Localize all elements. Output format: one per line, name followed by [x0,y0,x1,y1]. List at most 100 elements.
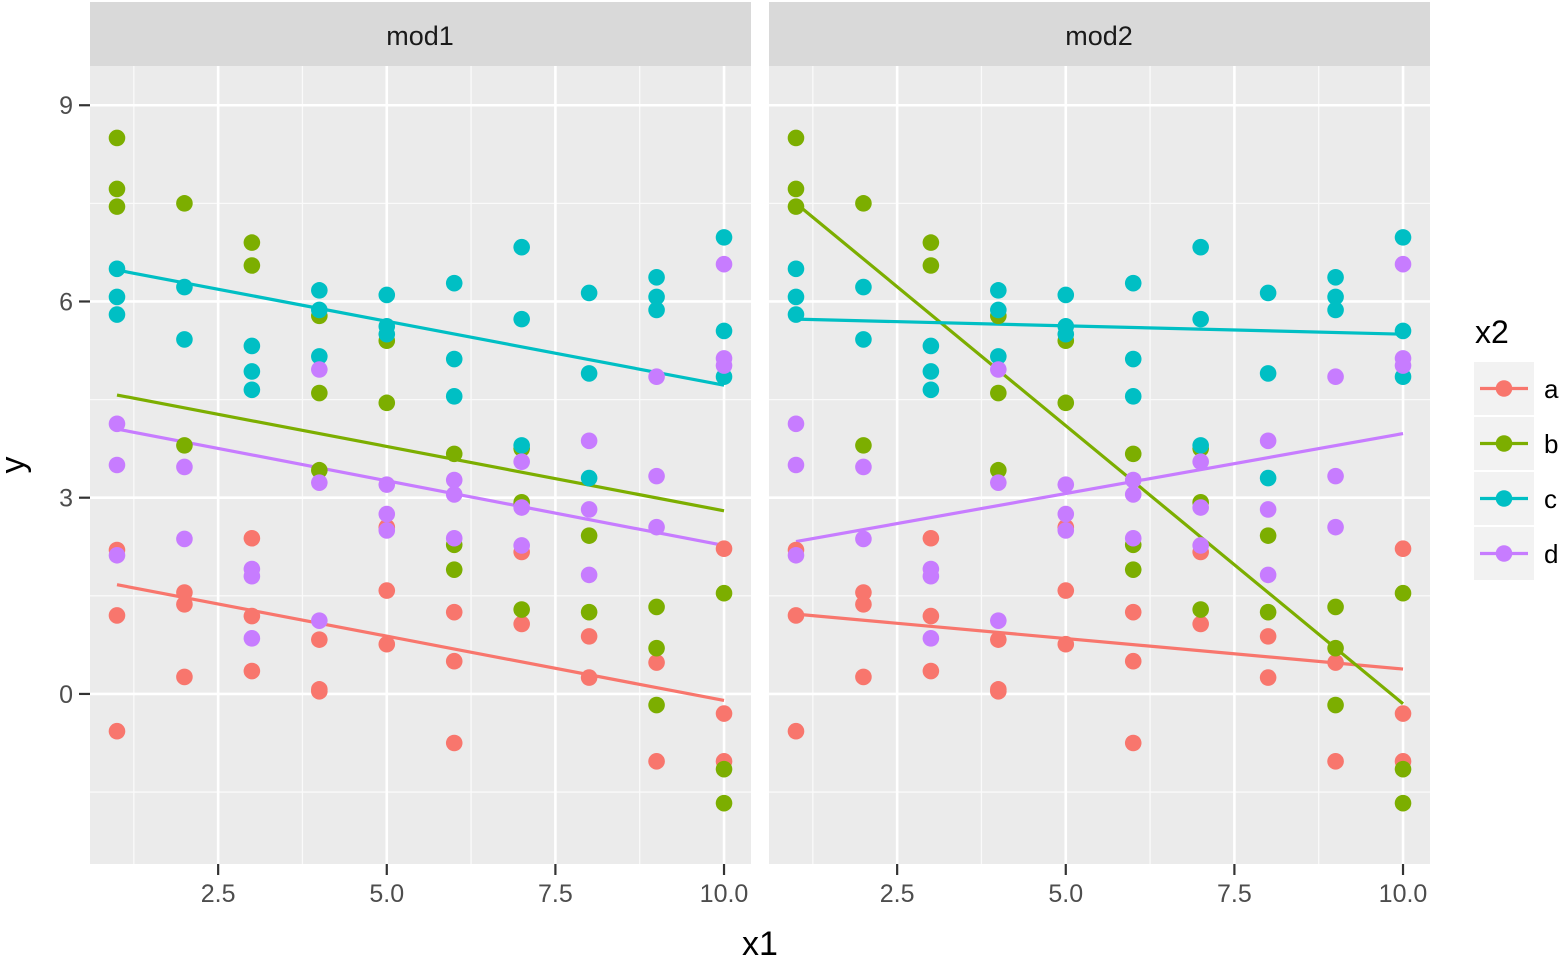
y-tick-label: 6 [59,288,73,316]
point-d [108,415,126,433]
point-a [787,607,805,624]
point-a [1057,635,1075,653]
point-c [108,306,126,323]
point-d [378,476,396,493]
point-a [648,654,665,671]
point-a [855,584,872,601]
point-d [787,456,805,474]
point-c [445,274,463,292]
point-a [243,662,261,680]
point-d [176,530,193,548]
panel-mod1: mod1 [90,2,751,864]
point-b [1394,584,1412,602]
point-a [1394,705,1412,722]
point-c [787,288,805,306]
point-b [648,639,665,657]
point-c [1124,274,1142,292]
legend-key-point [1495,545,1513,562]
point-d [445,471,463,489]
point-b [787,198,805,215]
point-d [243,630,261,647]
point-a [311,631,328,648]
point-c [311,301,328,319]
point-b [108,198,126,215]
point-c [787,260,805,278]
point-d [1394,255,1412,273]
point-d [1124,471,1142,489]
point-a [922,662,940,680]
point-b [311,384,328,402]
point-a [922,607,940,625]
point-a [990,683,1007,700]
point-c [513,238,530,256]
point-b [1124,445,1142,463]
point-b [715,794,733,812]
point-b [1259,603,1277,621]
point-d [1259,432,1277,450]
point-b [648,598,665,616]
point-d [176,458,193,476]
point-d [513,537,530,554]
point-c [243,363,261,380]
point-c [1124,350,1142,368]
point-a [243,607,261,625]
point-d [580,566,598,584]
point-d [108,456,126,474]
point-b [715,760,733,778]
point-b [648,696,665,714]
fit-line-d [795,432,1404,544]
point-d [1057,505,1075,523]
point-a [1259,628,1277,645]
point-c [855,331,872,348]
point-d [108,546,126,564]
point-d [513,453,530,471]
point-d [1124,486,1142,503]
point-b [787,129,805,147]
fit-line-a [795,612,1404,671]
point-c [176,278,193,296]
point-b [1327,598,1344,616]
point-b [1394,760,1412,778]
fit-lines-mod2 [794,202,1405,705]
point-c [990,348,1007,365]
point-b [1192,601,1209,618]
point-c [108,288,126,306]
point-b [513,601,530,618]
point-a [108,607,126,624]
point-d [580,501,598,518]
point-c [580,469,598,487]
point-c [1192,437,1209,454]
grid-mod2 [769,66,1430,864]
fit-line-c [795,317,1404,336]
point-c [990,282,1007,299]
legend-key-point [1495,490,1513,507]
point-c [1327,268,1344,286]
point-d [311,612,328,629]
point-d [243,567,261,585]
y-tick-label: 3 [59,485,73,513]
point-a [580,628,598,645]
panel-mod2: mod2 [769,2,1430,864]
legend-entry-a: a [1474,362,1559,415]
point-d [1259,501,1277,518]
strip-background-mod1 [90,2,751,66]
point-d [648,518,665,536]
legend-key-point [1495,380,1513,397]
point-c [1327,301,1344,319]
y-tick-label: 9 [59,92,73,120]
point-d [990,474,1007,491]
point-d [715,255,733,273]
point-b [176,437,193,454]
point-d [1327,467,1344,485]
point-c [787,306,805,323]
strip-background-mod2 [769,2,1430,66]
point-c [648,288,665,306]
point-d [787,546,805,564]
point-a [1327,753,1344,770]
point-b [787,180,805,198]
y-tick-label: 0 [59,681,73,709]
point-d [1192,537,1209,554]
plot-background-mod2 [769,66,1430,864]
